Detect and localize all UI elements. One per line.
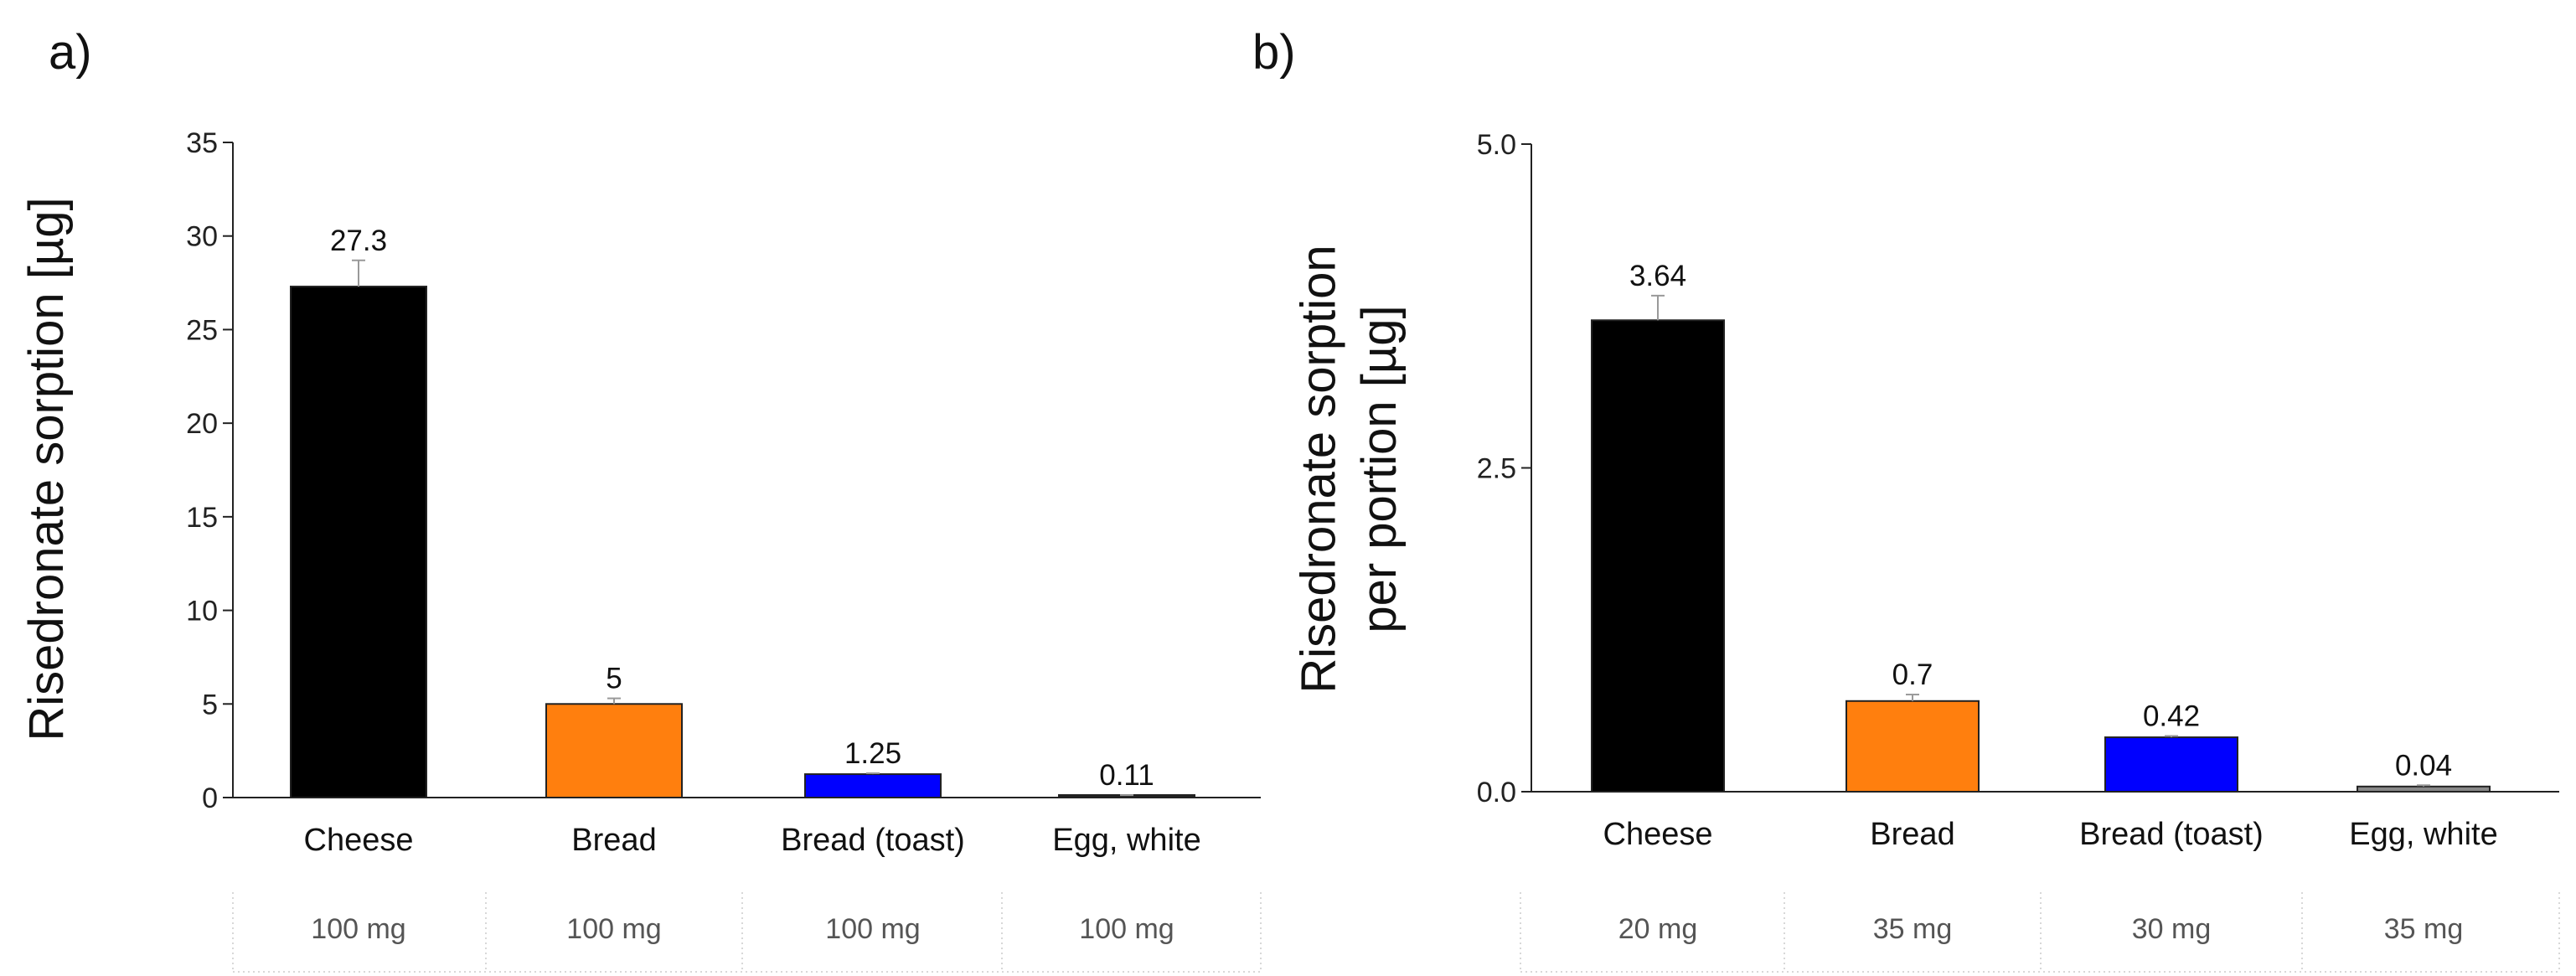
chart1-data-label: 0.04 xyxy=(2395,749,2452,782)
chart1-portion-label: 20 mg xyxy=(1618,913,1698,945)
chart1-y-axis-title-line: per portion [µg] xyxy=(1352,305,1407,633)
chart0-y-tick-label: 20 xyxy=(186,408,218,440)
chart1-bar-bread xyxy=(1846,700,1980,793)
chart0-category-label: Cheese xyxy=(304,823,414,858)
chart1-data-label: 0.7 xyxy=(1892,658,1933,691)
chart1-panel-label: b) xyxy=(1252,25,1296,80)
chart1-category-label: Bread (toast) xyxy=(2079,817,2264,852)
chart0-data-label: 27.3 xyxy=(330,225,387,257)
chart0-y-tick-label: 30 xyxy=(186,221,218,253)
chart1-category-label: Egg, white xyxy=(2349,817,2497,852)
chart0-bar-cheese xyxy=(290,286,427,799)
chart0-y-tick-label: 35 xyxy=(186,127,218,159)
chart0-y-tick-label: 5 xyxy=(202,689,218,720)
chart0-data-label: 1.25 xyxy=(844,737,901,770)
chart0-bar-bread xyxy=(545,703,683,798)
chart0-category-label: Bread (toast) xyxy=(781,823,965,858)
chart1-bar-bread-toast- xyxy=(2104,736,2238,793)
chart0-y-tick-label: 15 xyxy=(186,502,218,534)
chart0-portion-label: 100 mg xyxy=(1079,913,1174,945)
chart0-y-tick-label: 0 xyxy=(202,782,218,814)
chart1-bar-cheese xyxy=(1591,319,1725,793)
chart0-data-label: 5 xyxy=(606,663,622,695)
chart0-panel-label: a) xyxy=(49,25,92,80)
chart0-y-axis-title: Risedronate sorption [µg] xyxy=(19,197,74,741)
chart1-bar-egg-white xyxy=(2357,785,2491,793)
chart1-data-label: 0.42 xyxy=(2143,700,2200,733)
chart0-portion-label: 100 mg xyxy=(566,913,661,945)
chart0-category-label: Egg, white xyxy=(1052,823,1200,858)
chart1-portion-label: 35 mg xyxy=(1873,913,1953,945)
chart1-data-label: 3.64 xyxy=(1629,260,1686,292)
chart0-portion-label: 100 mg xyxy=(311,913,405,945)
chart1-y-axis-title-line: Risedronate sorption xyxy=(1291,245,1345,693)
chart1-y-tick-label: 5.0 xyxy=(1477,129,1516,161)
chart0-data-label: 0.11 xyxy=(1099,759,1154,792)
chart1-category-label: Bread xyxy=(1870,817,1954,852)
chart1-y-axis-title: Risedronate sorption per portion [µg] xyxy=(1291,245,1407,693)
chart0-y-tick-label: 25 xyxy=(186,314,218,346)
chart0-y-tick-label: 10 xyxy=(186,596,218,627)
chart1-category-label: Cheese xyxy=(1603,817,1713,852)
chart1-y-tick-label: 2.5 xyxy=(1477,453,1516,485)
chart0-category-label: Bread xyxy=(571,823,656,858)
chart0-portion-label: 100 mg xyxy=(825,913,920,945)
chart0-bar-bread-toast- xyxy=(804,773,942,798)
chart1-portion-label: 30 mg xyxy=(2132,913,2212,945)
chart1-y-tick-label: 0.0 xyxy=(1477,777,1516,808)
chart1-portion-label: 35 mg xyxy=(2384,913,2464,945)
